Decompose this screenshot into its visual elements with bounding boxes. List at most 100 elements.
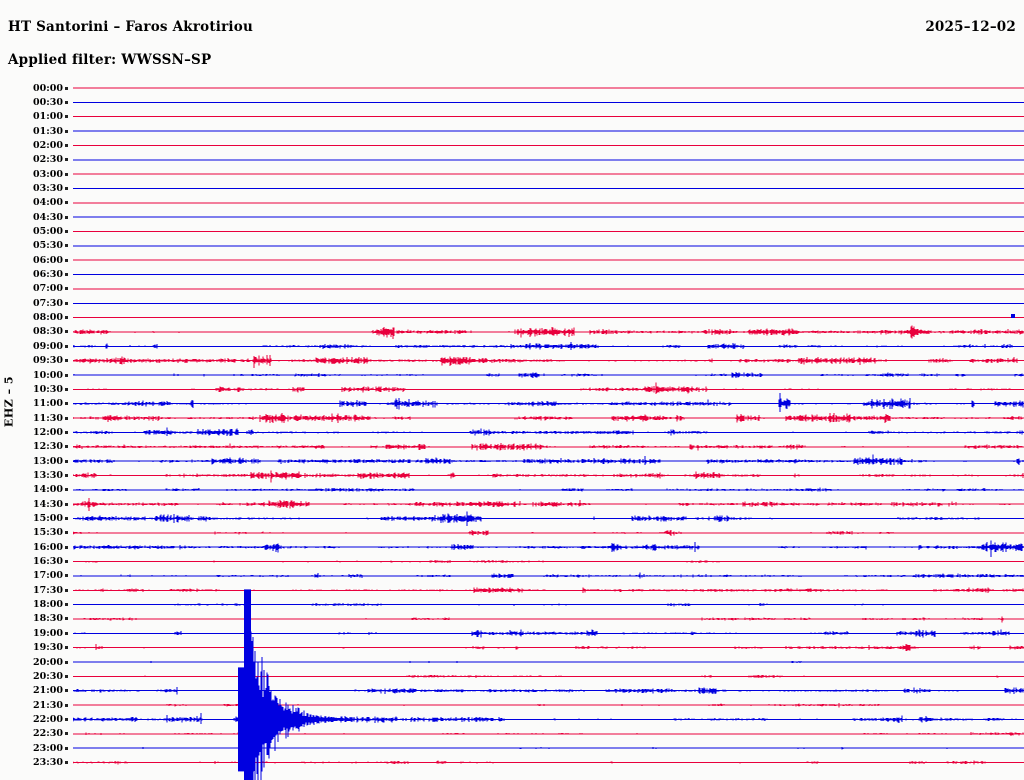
time-label: 18:30 [33,613,63,625]
time-tick [65,517,68,520]
time-label: 11:00 [33,398,63,410]
time-tick [65,703,68,707]
time-tick [65,631,68,635]
trace-row [73,354,1024,369]
time-label: 03:00 [33,168,63,180]
trace-row [73,686,1024,695]
time-tick [65,143,68,147]
trace-row [73,412,1024,424]
time-tick [65,273,68,277]
time-label: 18:00 [33,599,63,611]
time-label: 15:30 [33,527,63,539]
trace-row [73,382,1024,394]
time-label: 21:00 [33,685,63,697]
time-tick [65,344,68,348]
time-label: 22:00 [33,713,63,725]
time-label: 10:30 [33,383,63,395]
stray-sample-marker [1011,314,1015,318]
time-label: 00:30 [33,96,63,108]
time-label: 04:30 [33,211,63,223]
time-tick [65,330,68,334]
time-tick [65,459,68,463]
time-label: 23:00 [33,742,63,754]
time-label: 07:00 [33,283,63,295]
trace-row [73,392,1024,413]
time-label: 13:30 [33,469,63,481]
time-label: 22:30 [33,728,63,740]
filter-label: Applied filter: WWSSN–SP [8,52,212,68]
time-tick [65,416,68,420]
time-tick [65,545,68,549]
trace-row [73,616,1024,623]
trace-row [73,559,1024,563]
trace-plot-area [73,0,1024,780]
time-tick [65,244,68,248]
time-tick [65,316,68,320]
time-tick [65,100,68,104]
time-tick [65,129,68,133]
time-label: 03:30 [33,182,63,194]
time-label: 16:30 [33,556,63,568]
time-label: 13:00 [33,455,63,467]
time-tick [65,473,68,477]
time-tick [65,115,68,119]
time-label: 16:00 [33,541,63,553]
trace-row [73,660,1024,664]
time-tick [65,86,68,90]
trace-row [73,454,1024,466]
time-label: 10:00 [33,369,63,381]
trace-row [73,325,1024,339]
page-title: HT Santorini – Faros Akrotiriou [8,19,253,35]
trace-row [73,746,1024,750]
time-label: 12:30 [33,441,63,453]
time-label: 11:30 [33,412,63,424]
time-tick [65,359,68,363]
seismogram-traces [73,87,1024,780]
time-tick [65,689,68,693]
time-tick [65,488,68,492]
trace-row [73,587,1024,593]
trace-row [73,498,1024,512]
time-tick [65,301,68,305]
time-tick [65,430,68,434]
time-tick [65,172,68,176]
time-tick [65,574,68,578]
time-label: 05:30 [33,240,63,252]
trace-row [73,487,1024,492]
time-tick [65,402,68,406]
time-tick [65,560,68,564]
time-label: 15:00 [33,513,63,524]
time-tick [65,646,68,650]
time-tick [65,445,68,449]
time-label: 12:00 [33,426,63,438]
time-tick [65,373,68,377]
time-tick [65,230,68,233]
time-label: 06:30 [33,269,63,281]
time-label: 08:30 [33,326,63,338]
time-label: 14:30 [33,498,63,510]
trace-row [73,703,1024,708]
date-label: 2025–12–02 [925,19,1016,35]
time-label: 05:00 [33,226,63,237]
time-label: 07:30 [33,297,63,309]
time-tick [65,617,68,621]
time-tick [65,158,68,162]
trace-row [73,572,1024,579]
trace-row [73,644,1024,652]
time-label: 14:00 [33,484,63,496]
time-tick [65,660,68,664]
time-label: 20:00 [33,656,63,668]
trace-row [73,470,1024,483]
trace-row [73,629,1024,638]
trace-row [73,511,1024,527]
time-tick [65,732,68,736]
time-label: 01:00 [33,111,63,123]
time-tick [65,760,68,764]
time-tick [65,387,68,391]
time-label: 08:00 [33,312,63,324]
trace-row [73,341,1024,350]
time-tick [65,258,68,262]
trace-row [73,443,1024,451]
time-tick [65,531,68,535]
